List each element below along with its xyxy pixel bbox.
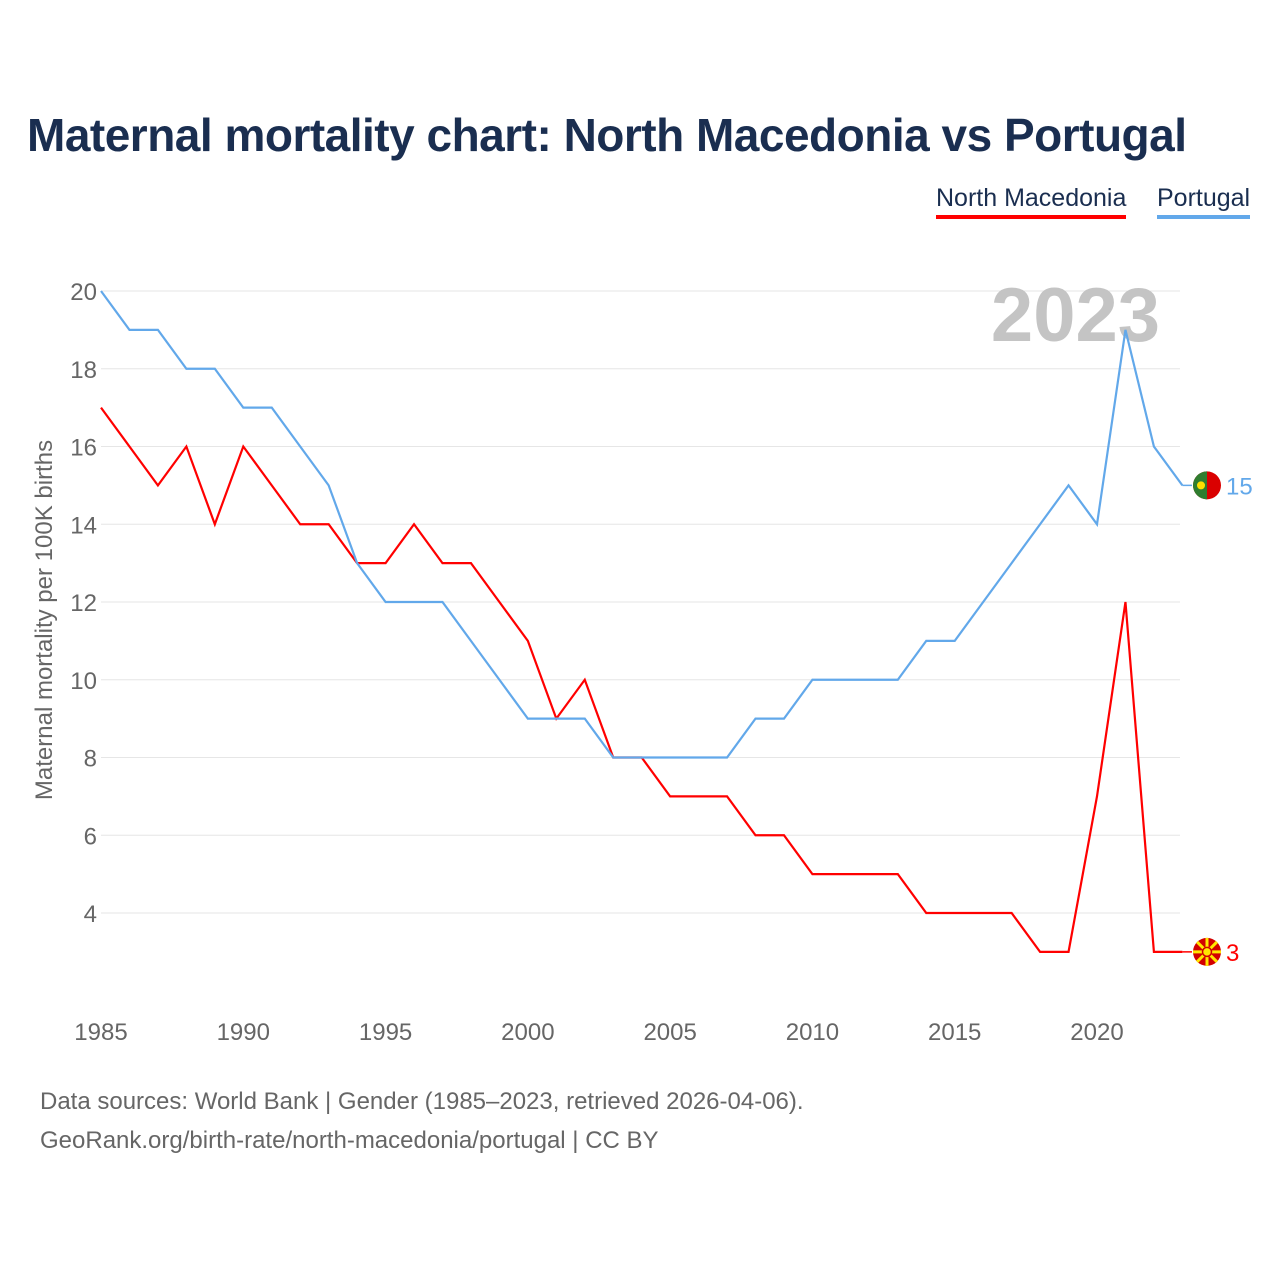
- y-tick-label: 12: [70, 590, 97, 617]
- portugal-flag-icon-emblem: [1197, 481, 1205, 490]
- y-tick-label: 16: [70, 435, 97, 462]
- x-tick-label: 2020: [1070, 1019, 1123, 1046]
- x-tick-label: 1995: [359, 1019, 412, 1046]
- series-line-portugal: [100, 290, 1184, 759]
- x-tick-label: 1985: [74, 1019, 127, 1046]
- x-tick-label: 2005: [643, 1019, 696, 1046]
- source-url[interactable]: GeoRank.org/birth-rate/north-macedonia/p…: [40, 1127, 659, 1154]
- x-tick-label: 2010: [786, 1019, 839, 1046]
- x-tick-label: 1990: [217, 1019, 270, 1046]
- y-tick-label: 18: [70, 357, 97, 384]
- y-tick-label: 14: [70, 512, 97, 539]
- y-tick-label: 8: [84, 746, 97, 773]
- flag-sun: [1201, 946, 1213, 958]
- y-tick-label: 6: [84, 823, 97, 850]
- data-source-note: Data sources: World Bank | Gender (1985–…: [40, 1088, 804, 1115]
- x-tick-label: 2015: [928, 1019, 981, 1046]
- y-tick-label: 10: [70, 668, 97, 695]
- y-axis-label: Maternal mortality per 100K births: [31, 440, 58, 800]
- legend-north-macedonia[interactable]: North Macedonia: [936, 184, 1127, 219]
- end-value-label: 3: [1226, 940, 1239, 967]
- year-label: 2023: [991, 273, 1160, 358]
- chart-title: Maternal mortality chart: North Macedoni…: [27, 109, 1187, 161]
- y-tick-label: 4: [84, 901, 97, 928]
- y-tick-label: 20: [70, 279, 97, 306]
- x-tick-label: 2000: [501, 1019, 554, 1046]
- legend-portugal[interactable]: Portugal: [1157, 184, 1251, 219]
- end-value-label: 15: [1226, 473, 1253, 500]
